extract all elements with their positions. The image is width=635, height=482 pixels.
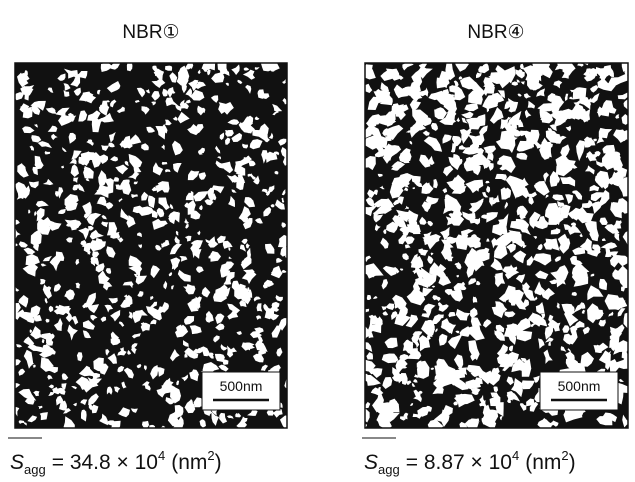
caption-unit-exponent: 2 [207,448,214,463]
caption-symbol: S [364,451,378,474]
panel-title: NBR④ [467,22,524,43]
caption-subscript: agg [378,462,400,477]
figure: NBR① NBR④ 500nm 500nm Sagg= 34.8 × 104(n… [0,0,635,482]
caption-subscript: agg [24,462,46,477]
scale-label: 500nm [220,378,263,394]
scale-bar: 500nm [202,372,280,410]
caption: Sagg = 34.8 × 104 (nm2) [10,448,222,477]
caption-text: = 8.87 × 10 [406,451,512,474]
caption: Sagg = 8.87 × 104 (nm2) [364,448,576,477]
caption-unit: ) [569,451,576,474]
caption-exponent: 4 [158,448,165,463]
scale-label: 500nm [558,378,601,394]
caption-text: = 34.8 × 10 [52,451,158,474]
caption-exponent: 4 [512,448,519,463]
scale-bar: 500nm [540,372,618,410]
caption-unit-exponent: 2 [561,448,568,463]
caption-unit: (nm [525,451,561,474]
panel-title: NBR① [122,22,179,43]
caption-symbol: S [10,451,24,474]
caption-unit: ) [215,451,222,474]
caption-unit: (nm [171,451,207,474]
